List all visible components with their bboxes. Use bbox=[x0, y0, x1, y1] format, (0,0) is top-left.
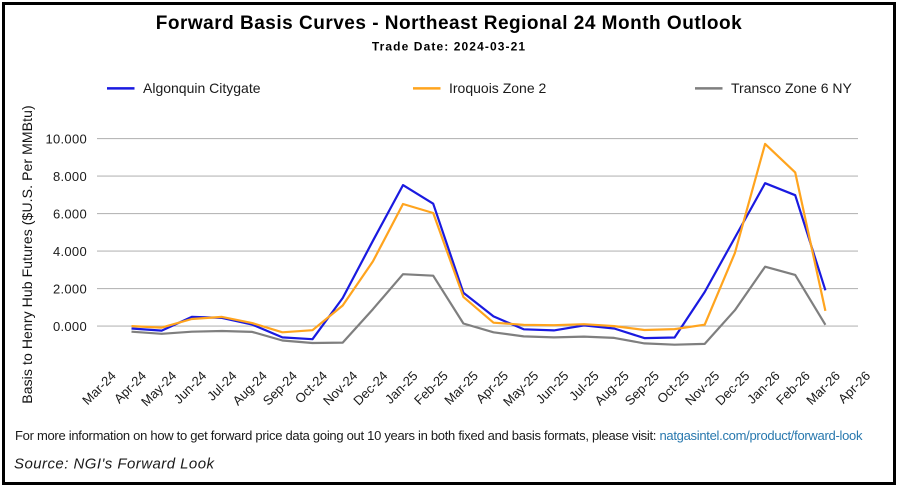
svg-text:Iroquois Zone 2: Iroquois Zone 2 bbox=[449, 80, 546, 96]
svg-text:Source: NGI's Forward Look: Source: NGI's Forward Look bbox=[14, 456, 216, 473]
svg-text:6.000: 6.000 bbox=[53, 207, 87, 222]
svg-text:Basis to Henry Hub Futures ($U: Basis to Henry Hub Futures ($U.S. Per MM… bbox=[19, 105, 35, 404]
svg-text:8.000: 8.000 bbox=[53, 169, 87, 184]
svg-text:For more information on how to: For more information on how to get forwa… bbox=[15, 428, 863, 443]
svg-text:2.000: 2.000 bbox=[53, 282, 87, 297]
svg-text:Trade Date: 2024-03-21: Trade Date: 2024-03-21 bbox=[372, 40, 526, 54]
svg-text:Forward Basis Curves - Northea: Forward Basis Curves - Northeast Regiona… bbox=[156, 13, 742, 34]
svg-text:4.000: 4.000 bbox=[53, 244, 87, 259]
svg-text:0.000: 0.000 bbox=[53, 319, 87, 334]
svg-text:10.000: 10.000 bbox=[45, 132, 87, 147]
svg-text:Transco Zone 6 NY: Transco Zone 6 NY bbox=[731, 80, 853, 96]
svg-text:Algonquin Citygate: Algonquin Citygate bbox=[143, 80, 261, 96]
